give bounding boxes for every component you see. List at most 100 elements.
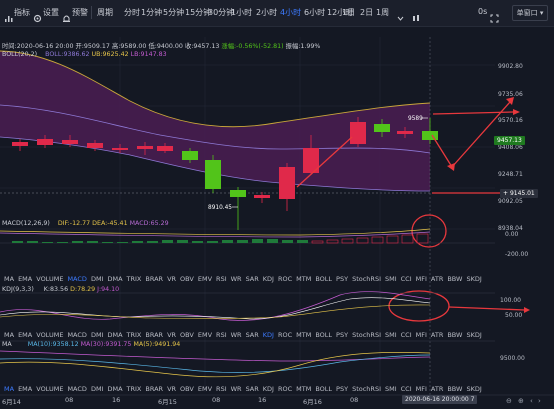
period-6[interactable]: 1小时 (231, 8, 253, 17)
period-4[interactable]: 15分钟 (185, 8, 212, 17)
period-7[interactable]: 2小时 (256, 8, 278, 17)
indicator-tab-sar[interactable]: SAR (245, 275, 259, 283)
period-1[interactable]: 分时 (124, 8, 140, 17)
indicator-tab-roc[interactable]: ROC (277, 275, 293, 283)
period-9[interactable]: 6小时 (304, 8, 326, 17)
period-13[interactable]: 1周 (376, 8, 390, 17)
indicator-tab-stochrsi[interactable]: StochRSI (352, 275, 381, 283)
back-icon[interactable]: ‹ (530, 397, 533, 405)
indicator-tab-rsi[interactable]: RSI (216, 385, 227, 393)
indicator-tab-psy[interactable]: PSY (336, 275, 349, 283)
indicator-tab-roc[interactable]: ROC (277, 331, 293, 339)
indicator-tab-cci[interactable]: CCI (400, 331, 412, 339)
gear-icon[interactable] (33, 8, 42, 23)
indicator-tab-wr[interactable]: WR (230, 331, 242, 339)
indicator-tab-cci[interactable]: CCI (400, 275, 412, 283)
indicator-tab-stochrsi[interactable]: StochRSI (352, 331, 381, 339)
indicator-tab-dma[interactable]: DMA (107, 331, 123, 339)
indicator-tab-mtm[interactable]: MTM (296, 385, 312, 393)
indicator-tab-boll[interactable]: BOLL (315, 385, 333, 393)
settings-button[interactable]: 设置 (43, 8, 59, 17)
indicator-tab-trix[interactable]: TRIX (126, 331, 142, 339)
period-11[interactable]: 1日 (342, 8, 356, 17)
indicator-tab-bbw[interactable]: BBW (447, 331, 463, 339)
chevron-down-icon[interactable] (396, 8, 405, 21)
indicator-tab-mfi[interactable]: MFI (415, 385, 427, 393)
indicator-tab-psy[interactable]: PSY (336, 331, 349, 339)
indicator-tab-smi[interactable]: SMI (384, 385, 397, 393)
indicator-tab-skdj[interactable]: SKDJ (466, 385, 482, 393)
indicator-tab-kdj[interactable]: KDJ (262, 275, 274, 283)
period-5[interactable]: 30分钟 (208, 8, 235, 17)
indicator-tab-obv[interactable]: OBV (180, 331, 194, 339)
alert-button[interactable]: 预警 (72, 8, 88, 17)
period-10[interactable]: 12小时 (327, 8, 354, 17)
indicator-tab-emv[interactable]: EMV (197, 331, 213, 339)
chart-canvas[interactable]: 9589 8910.45 (0, 27, 554, 409)
kdj-name[interactable]: KDJ(9,3,3) (2, 286, 34, 293)
indicator-tab-brar[interactable]: BRAR (145, 331, 164, 339)
indicator-tab-psy[interactable]: PSY (336, 385, 349, 393)
indicator-tab-mtm[interactable]: MTM (296, 275, 312, 283)
indicator-tab-boll[interactable]: BOLL (315, 275, 333, 283)
indicator-tab-brar[interactable]: BRAR (145, 385, 164, 393)
indicator-tab-mfi[interactable]: MFI (415, 275, 427, 283)
indicator-tab-sar[interactable]: SAR (245, 331, 259, 339)
indicator-tab-macd[interactable]: MACD (67, 385, 87, 393)
period-3[interactable]: 5分钟 (163, 8, 185, 17)
indicator-tab-atr[interactable]: ATR (430, 331, 444, 339)
zoom-button[interactable]: 0s (478, 7, 488, 16)
indicator-tab-rsi[interactable]: RSI (216, 275, 227, 283)
indicator-tab-dma[interactable]: DMA (107, 275, 123, 283)
indicator-tab-cci[interactable]: CCI (400, 385, 412, 393)
indicator-tab-emv[interactable]: EMV (197, 385, 213, 393)
indicator-tab-trix[interactable]: TRIX (126, 385, 142, 393)
zoom-in-icon[interactable]: ⊕ (518, 397, 524, 405)
indicator-tab-obv[interactable]: OBV (180, 385, 194, 393)
period-12[interactable]: 2日 (360, 8, 374, 17)
indicator-tab-trix[interactable]: TRIX (126, 275, 142, 283)
window-mode-select[interactable]: 单窗口 ▾ (512, 5, 548, 21)
indicator-tab-vr[interactable]: VR (167, 385, 177, 393)
indicator-tab-dmi[interactable]: DMI (90, 331, 104, 339)
indicator-tab-brar[interactable]: BRAR (145, 275, 164, 283)
indicator-tab-dma[interactable]: DMA (107, 385, 123, 393)
boll-name[interactable]: BOLL(20,2) (2, 51, 38, 58)
indicator-tab-dmi[interactable]: DMI (90, 385, 104, 393)
indicator-tab-wr[interactable]: WR (230, 275, 242, 283)
expand-icon[interactable] (490, 8, 499, 23)
indicator-tab-smi[interactable]: SMI (384, 275, 397, 283)
indicator-tab-wr[interactable]: WR (230, 385, 242, 393)
period-8[interactable]: 4小时 (280, 8, 302, 17)
indicator-tab-ma[interactable]: MA (4, 331, 15, 339)
indicator-tab-roc[interactable]: ROC (277, 385, 293, 393)
indicator-icon[interactable] (4, 8, 13, 22)
plus-icon[interactable]: + (503, 190, 510, 197)
zoom-out-icon[interactable]: ⊖ (506, 397, 512, 405)
ma-name[interactable]: MA (2, 341, 12, 348)
indicator-tab-kdj[interactable]: KDJ (262, 385, 274, 393)
bell-icon[interactable] (62, 8, 71, 22)
indicator-tab-ma[interactable]: MA (4, 275, 15, 283)
indicator-tab-boll[interactable]: BOLL (315, 331, 333, 339)
indicator-tab-mtm[interactable]: MTM (296, 331, 312, 339)
indicator-tab-macd[interactable]: MACD (67, 275, 87, 283)
indicator-tab-ema[interactable]: EMA (18, 385, 33, 393)
indicator-tab-skdj[interactable]: SKDJ (466, 331, 482, 339)
forward-icon[interactable]: › (538, 397, 541, 405)
macd-name[interactable]: MACD(12,26,9) (2, 220, 50, 227)
indicator-tab-bbw[interactable]: BBW (447, 275, 463, 283)
indicator-tab-rsi[interactable]: RSI (216, 331, 227, 339)
period-2[interactable]: 1分钟 (141, 8, 163, 17)
indicator-tab-atr[interactable]: ATR (430, 385, 444, 393)
indicator-tab-emv[interactable]: EMV (197, 275, 213, 283)
indicator-tab-obv[interactable]: OBV (180, 275, 194, 283)
indicator-tab-mfi[interactable]: MFI (415, 331, 427, 339)
indicator-tab-macd[interactable]: MACD (67, 331, 87, 339)
indicator-tab-sar[interactable]: SAR (245, 385, 259, 393)
indicator-tab-stochrsi[interactable]: StochRSI (352, 385, 381, 393)
indicator-tab-volume[interactable]: VOLUME (36, 331, 64, 339)
chart-type-icon[interactable] (412, 8, 421, 21)
indicator-tab-ema[interactable]: EMA (18, 275, 33, 283)
indicator-tab-atr[interactable]: ATR (430, 275, 444, 283)
